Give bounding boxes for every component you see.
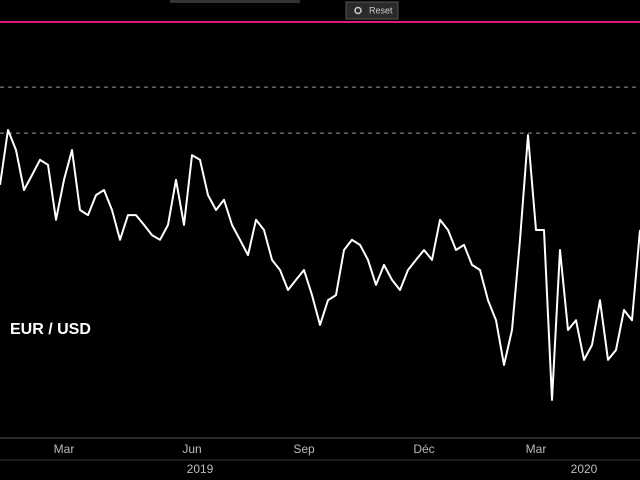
reset-button[interactable] <box>345 1 399 20</box>
x-year-label: 2020 <box>571 462 598 476</box>
toolbar-strip <box>170 0 300 3</box>
x-tick-label: Jun <box>182 442 201 456</box>
reset-label[interactable]: Reset <box>369 5 393 15</box>
reset-icon <box>354 6 362 15</box>
x-tick-label: Sep <box>293 442 315 456</box>
series-line <box>0 129 640 401</box>
x-tick-label: Déc <box>413 442 434 456</box>
x-year-label: 2019 <box>187 462 214 476</box>
x-tick-label: Mar <box>526 442 547 456</box>
x-tick-label: Mar <box>54 442 75 456</box>
series-label: EUR / USD <box>10 321 91 338</box>
